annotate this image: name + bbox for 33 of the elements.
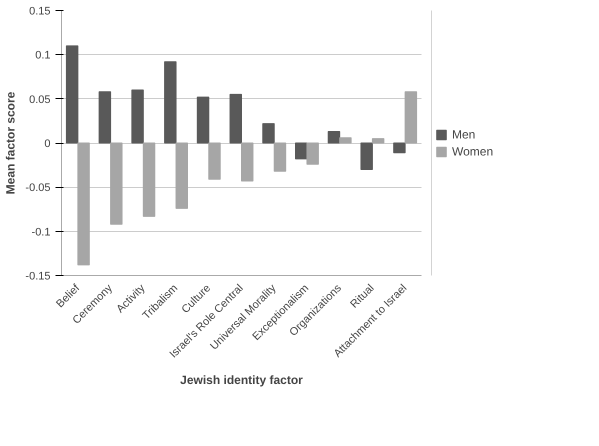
y-tick-label: 0 [44, 138, 51, 150]
bar [339, 137, 352, 144]
y-tick-label: 0.05 [29, 94, 51, 106]
bar [372, 138, 384, 144]
bar [131, 90, 144, 144]
legend-label: Men [452, 127, 476, 141]
y-tick-label: 0.1 [35, 50, 51, 62]
bar [98, 91, 112, 144]
bar [208, 142, 221, 180]
y-tick-label: -0.05 [25, 182, 51, 194]
bar [360, 142, 373, 170]
bar [404, 91, 418, 144]
bar [306, 142, 319, 165]
bar [393, 142, 406, 154]
bar [295, 142, 308, 160]
bar [241, 142, 254, 182]
bar [77, 142, 90, 266]
x-axis-title: Jewish identity factor [180, 372, 304, 387]
y-tick-label: -0.1 [32, 226, 51, 238]
bar [176, 142, 188, 209]
bar [164, 61, 177, 144]
y-axis-title: Mean factor score [3, 91, 18, 194]
bar [328, 131, 340, 144]
y-tick-label: -0.15 [25, 270, 51, 282]
bar [196, 96, 210, 144]
bar [142, 142, 156, 217]
bar [230, 94, 242, 144]
legend-label: Women [452, 144, 494, 158]
y-tick-label: 0.15 [29, 6, 51, 18]
bar [66, 45, 78, 144]
bar [274, 142, 286, 172]
bar [262, 123, 275, 144]
bar [110, 142, 123, 225]
